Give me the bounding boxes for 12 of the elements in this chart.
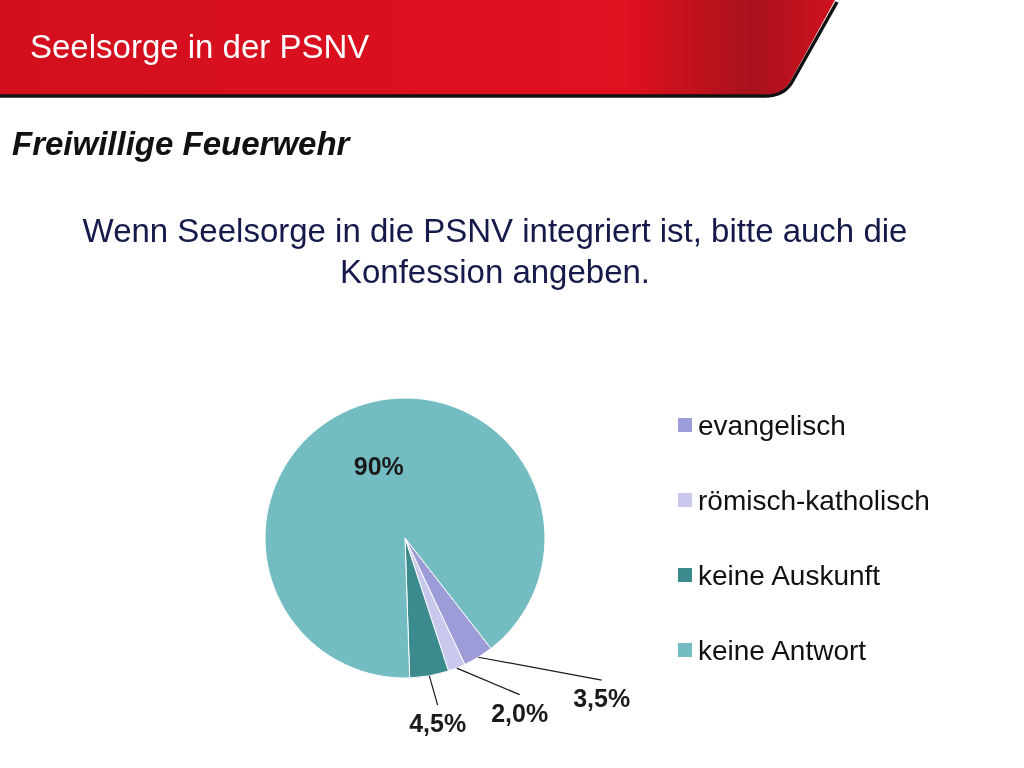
data-label: 3,5% xyxy=(573,684,631,713)
data-label: 2,0% xyxy=(491,698,549,727)
data-label: 90% xyxy=(353,451,404,480)
legend-label: evangelisch xyxy=(698,409,846,441)
pie-slice xyxy=(264,397,546,679)
legend-label: keine Antwort xyxy=(698,634,867,666)
text: Wenn Seelsorge in die PSNV integriert ist, bitte auch die Konfession angeben. xyxy=(82,212,908,290)
data-label: 4,5% xyxy=(409,709,467,738)
chart-title: Seelsorge in der PSNV xyxy=(30,27,370,65)
legend-label: römisch-katholisch xyxy=(698,484,930,516)
chart-subtitle: Freiwillige Feuerwehr xyxy=(12,124,352,162)
legend-label: keine Auskunft xyxy=(698,559,881,591)
